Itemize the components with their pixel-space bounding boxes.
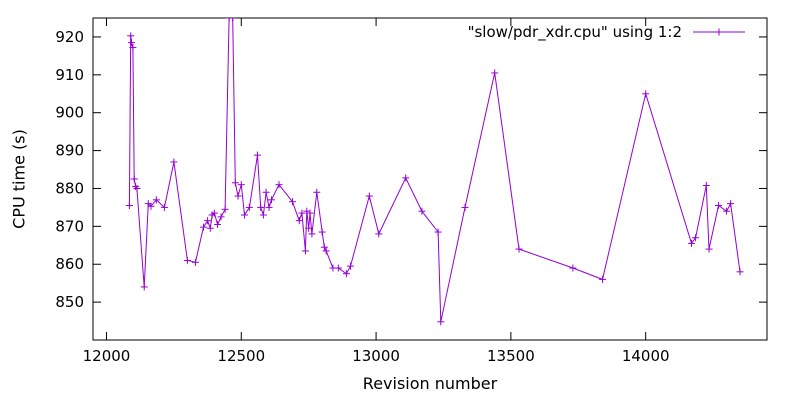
y-tick-label: 910 bbox=[55, 66, 84, 84]
x-tick-label: 12500 bbox=[217, 347, 265, 365]
y-tick-label: 900 bbox=[55, 104, 84, 122]
data-point bbox=[237, 181, 245, 189]
y-tick-label: 870 bbox=[55, 217, 84, 235]
data-point bbox=[723, 207, 731, 215]
data-point bbox=[688, 239, 696, 247]
data-point bbox=[133, 184, 141, 192]
data-point bbox=[130, 175, 138, 183]
data-point bbox=[183, 256, 191, 264]
data-point bbox=[170, 158, 178, 166]
data-point bbox=[267, 196, 275, 204]
y-tick-label: 920 bbox=[55, 28, 84, 46]
data-point bbox=[262, 188, 270, 196]
legend-plus-marker bbox=[715, 28, 723, 36]
y-tick-label: 880 bbox=[55, 179, 84, 197]
y-tick-label: 860 bbox=[55, 255, 84, 273]
data-point bbox=[515, 245, 523, 253]
data-point bbox=[229, 18, 237, 22]
data-point bbox=[402, 174, 410, 182]
data-point bbox=[301, 247, 309, 255]
y-tick-label: 890 bbox=[55, 142, 84, 160]
data-point bbox=[191, 258, 199, 266]
data-point bbox=[200, 223, 208, 231]
data-point bbox=[736, 268, 744, 276]
data-point bbox=[418, 207, 426, 215]
data-point bbox=[313, 188, 321, 196]
data-point bbox=[365, 192, 373, 200]
x-tick-label: 14000 bbox=[622, 347, 670, 365]
data-point bbox=[206, 224, 214, 232]
data-point bbox=[127, 32, 135, 40]
series-line bbox=[128, 18, 741, 322]
data-point bbox=[257, 203, 265, 211]
data-point bbox=[714, 202, 722, 210]
y-tick-label: 850 bbox=[55, 293, 84, 311]
data-point bbox=[147, 202, 155, 210]
data-point bbox=[461, 203, 469, 211]
y-axis-title: CPU time (s) bbox=[10, 129, 29, 229]
data-point bbox=[129, 44, 137, 52]
data-point bbox=[140, 283, 148, 291]
legend-label: "slow/pdr_xdr.cpu" using 1:2 bbox=[468, 23, 682, 42]
data-point bbox=[221, 205, 229, 213]
data-point bbox=[320, 243, 328, 251]
data-point bbox=[265, 203, 273, 211]
data-point bbox=[305, 224, 313, 232]
data-point bbox=[303, 207, 311, 215]
data-point bbox=[152, 196, 160, 204]
data-point bbox=[705, 245, 713, 253]
data-point bbox=[132, 183, 140, 191]
data-point bbox=[599, 275, 607, 283]
legend-marker bbox=[715, 28, 723, 36]
data-point bbox=[342, 270, 350, 278]
data-point bbox=[298, 209, 306, 217]
data-point bbox=[231, 179, 239, 187]
data-point bbox=[334, 264, 342, 272]
data-point bbox=[289, 198, 297, 206]
data-point bbox=[245, 203, 253, 211]
data-point bbox=[210, 209, 218, 217]
data-point bbox=[434, 228, 442, 236]
plot-border bbox=[92, 17, 768, 341]
legend: "slow/pdr_xdr.cpu" using 1:2 bbox=[468, 23, 745, 42]
data-point bbox=[322, 247, 330, 255]
data-point bbox=[318, 228, 326, 236]
data-point bbox=[253, 151, 261, 159]
data-point bbox=[259, 211, 267, 219]
data-point bbox=[275, 181, 283, 189]
series-layer bbox=[125, 18, 744, 326]
data-point bbox=[160, 203, 168, 211]
y-axis-ticks: 850 860 870 880 890 900 910 920 bbox=[55, 28, 767, 311]
x-tick-label: 13500 bbox=[487, 347, 535, 365]
x-axis-title: Revision number bbox=[363, 374, 498, 393]
data-point bbox=[225, 18, 233, 22]
data-point bbox=[702, 181, 710, 189]
data-point bbox=[642, 90, 650, 98]
data-point bbox=[214, 220, 222, 228]
data-point bbox=[204, 217, 212, 225]
data-point bbox=[375, 230, 383, 238]
data-point bbox=[306, 209, 314, 217]
data-point bbox=[217, 213, 225, 221]
data-point bbox=[308, 230, 316, 238]
data-point bbox=[234, 192, 242, 200]
data-point bbox=[241, 211, 249, 219]
x-tick-label: 13000 bbox=[352, 347, 400, 365]
x-tick-label: 12000 bbox=[83, 347, 131, 365]
data-point bbox=[125, 202, 133, 210]
data-point bbox=[692, 234, 700, 242]
data-point bbox=[128, 39, 136, 47]
data-point bbox=[569, 264, 577, 272]
data-point bbox=[727, 200, 735, 208]
data-point bbox=[346, 262, 354, 270]
data-point bbox=[295, 217, 303, 225]
x-axis-ticks: 12000 12500 13000 13500 14000 bbox=[83, 18, 670, 365]
data-point bbox=[491, 69, 499, 77]
data-point bbox=[437, 318, 445, 326]
